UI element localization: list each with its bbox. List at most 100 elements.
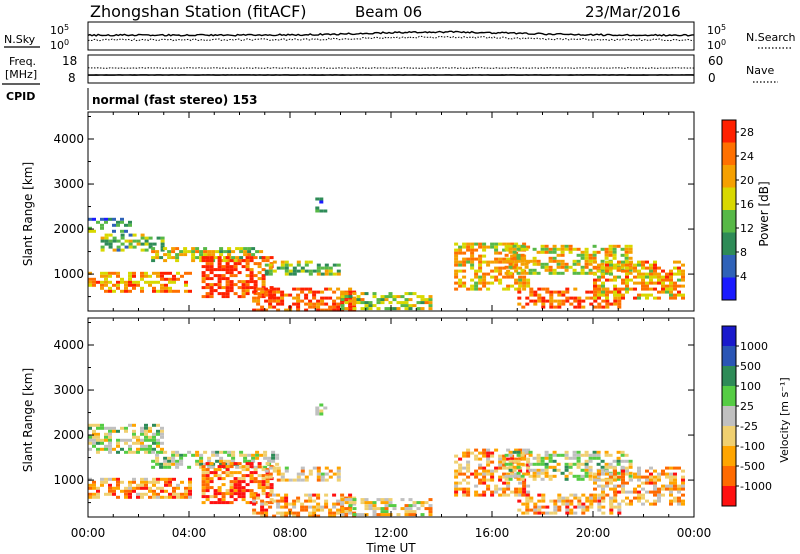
- range-gate-cell: [508, 250, 513, 254]
- range-gate-cell: [494, 469, 499, 473]
- range-gate-cell: [120, 289, 124, 293]
- range-gate-cell: [160, 489, 164, 493]
- range-gate-cell: [404, 507, 409, 511]
- range-gate-cell: [580, 256, 585, 260]
- range-gate-cell: [498, 475, 503, 479]
- range-gate-cell: [217, 286, 222, 290]
- range-gate-cell: [521, 305, 526, 309]
- range-gate-cell: [605, 293, 609, 297]
- range-gate-cell: [494, 487, 499, 491]
- range-gate-cell: [637, 269, 641, 273]
- range-gate-cell: [621, 484, 625, 488]
- range-gate-cell: [482, 284, 487, 288]
- range-gate-cell: [159, 256, 164, 260]
- range-gate-cell: [600, 468, 605, 472]
- range-gate-cell: [124, 495, 128, 499]
- range-gate-cell: [568, 250, 573, 254]
- range-gate-cell: [272, 514, 277, 518]
- range-gate-cell: [620, 265, 625, 269]
- range-gate-cell: [176, 277, 180, 281]
- range-gate-cell: [116, 220, 120, 224]
- range-gate-cell: [324, 266, 329, 270]
- range-gate-cell: [376, 298, 381, 302]
- range-gate-cell: [148, 489, 152, 493]
- range-gate-cell: [458, 457, 463, 461]
- range-gate-cell: [616, 244, 621, 248]
- range-gate-cell: [478, 481, 483, 485]
- range-gate-cell: [593, 293, 597, 297]
- range-gate-cell: [588, 268, 593, 272]
- range-gate-cell: [136, 483, 140, 487]
- range-gate-cell: [225, 492, 230, 496]
- range-gate-cell: [637, 281, 641, 285]
- range-gate-cell: [221, 498, 226, 502]
- range-gate-cell: [128, 480, 132, 484]
- range-gate-cell: [580, 265, 585, 269]
- range-gate-cell: [120, 242, 125, 246]
- range-gate-cell: [522, 448, 527, 452]
- range-gate-cell: [108, 492, 112, 496]
- range-gate-cell: [486, 454, 491, 458]
- range-gate-cell: [544, 250, 549, 254]
- range-gate-cell: [537, 493, 542, 497]
- range-gate-cell: [596, 474, 601, 478]
- range-gate-cell: [128, 233, 133, 237]
- range-gate-cell: [215, 250, 220, 254]
- range-gate-cell: [152, 286, 156, 290]
- range-gate-cell: [645, 275, 649, 279]
- range-gate-cell: [584, 465, 589, 469]
- range-gate-cell: [532, 477, 537, 481]
- range-gate-cell: [601, 484, 605, 488]
- range-gate-cell: [510, 257, 515, 261]
- range-gate-cell: [641, 496, 645, 500]
- range-gate-cell: [284, 293, 289, 297]
- range-gate-cell: [308, 469, 313, 473]
- range-gate-cell: [144, 426, 148, 430]
- range-gate-cell: [112, 429, 116, 433]
- range-gate-cell: [518, 278, 523, 282]
- range-gate-cell: [657, 272, 661, 276]
- range-gate-cell: [148, 429, 152, 433]
- range-gate-cell: [629, 266, 633, 270]
- range-gate-cell: [613, 475, 617, 479]
- range-gate-cell: [454, 493, 459, 497]
- range-gate-cell: [502, 275, 507, 279]
- colorbar-tick-label: 12: [740, 222, 754, 235]
- range-gate-cell: [520, 477, 525, 481]
- range-gate-cell: [140, 286, 144, 290]
- range-gate-cell: [608, 253, 613, 257]
- range-gate-cell: [384, 501, 389, 505]
- range-gate-cell: [673, 484, 677, 488]
- range-gate-cell: [609, 475, 613, 479]
- range-gate-cell: [199, 259, 204, 263]
- range-gate-cell: [308, 305, 313, 309]
- range-gate-cell: [235, 259, 240, 263]
- range-gate-cell: [176, 495, 180, 499]
- range-gate-cell: [104, 492, 108, 496]
- range-gate-cell: [215, 256, 220, 260]
- range-gate-cell: [260, 287, 265, 291]
- range-gate-cell: [601, 511, 606, 515]
- range-gate-cell: [502, 287, 507, 291]
- range-gate-cell: [163, 462, 168, 466]
- range-gate-cell: [490, 242, 495, 246]
- range-gate-cell: [633, 487, 637, 491]
- range-gate-cell: [284, 469, 289, 473]
- range-gate-cell: [502, 463, 507, 467]
- range-gate-cell: [304, 260, 309, 264]
- range-gate-cell: [168, 286, 172, 290]
- range-gate-cell: [171, 450, 176, 454]
- range-gate-cell: [201, 265, 206, 269]
- range-gate-cell: [681, 469, 685, 473]
- range-gate-cell: [400, 498, 405, 502]
- range-gate-cell: [589, 296, 594, 300]
- range-gate-cell: [616, 262, 621, 266]
- date-label: 23/Mar/2016: [585, 3, 681, 21]
- range-gate-cell: [223, 450, 228, 454]
- colorbar-segment: [722, 386, 736, 407]
- range-gate-cell: [585, 496, 590, 500]
- range-gate-cell: [518, 284, 523, 288]
- range-gate-cell: [104, 432, 108, 436]
- range-gate-cell: [428, 510, 433, 514]
- range-gate-cell: [205, 262, 210, 266]
